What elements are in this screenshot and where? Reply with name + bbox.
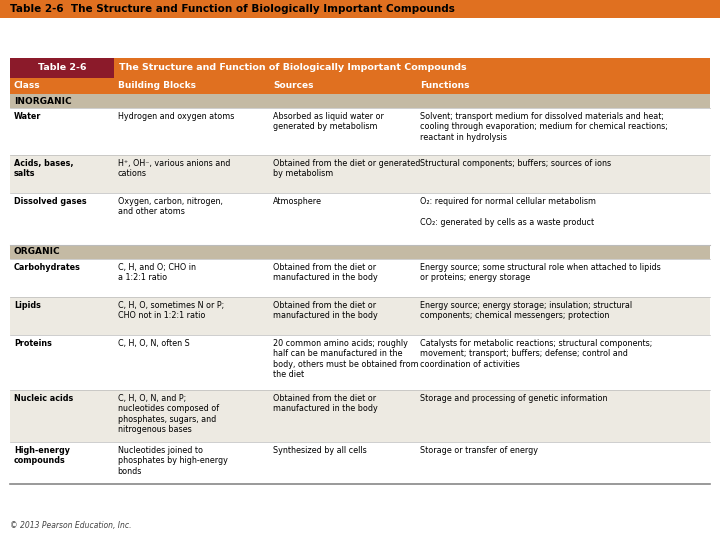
Bar	[10, 245, 710, 259]
Bar	[10, 94, 710, 108]
Text: Table 2-6: Table 2-6	[37, 64, 86, 72]
Text: Sources: Sources	[273, 82, 313, 91]
Text: Energy source; energy storage; insulation; structural
components; chemical messe: Energy source; energy storage; insulatio…	[420, 301, 632, 320]
Text: Carbohydrates: Carbohydrates	[14, 263, 81, 272]
Text: Water: Water	[14, 112, 41, 121]
Bar	[10, 78, 710, 94]
Text: Oxygen, carbon, nitrogen,
and other atoms: Oxygen, carbon, nitrogen, and other atom…	[117, 197, 222, 217]
Text: Absorbed as liquid water or
generated by metabolism: Absorbed as liquid water or generated by…	[273, 112, 384, 131]
Text: Obtained from the diet or
manufactured in the body: Obtained from the diet or manufactured i…	[273, 394, 378, 414]
Text: Obtained from the diet or
manufactured in the body: Obtained from the diet or manufactured i…	[273, 301, 378, 320]
Text: Building Blocks: Building Blocks	[117, 82, 196, 91]
Text: © 2013 Pearson Education, Inc.: © 2013 Pearson Education, Inc.	[10, 521, 132, 530]
Bar	[10, 155, 710, 193]
Text: The Structure and Function of Biologically Important Compounds: The Structure and Function of Biological…	[119, 64, 467, 72]
Text: H⁺, OH⁻, various anions and
cations: H⁺, OH⁻, various anions and cations	[117, 159, 230, 178]
Text: C, H, and O; CHO in
a 1:2:1 ratio: C, H, and O; CHO in a 1:2:1 ratio	[117, 263, 196, 282]
Bar	[10, 58, 114, 78]
Text: Lipids: Lipids	[14, 301, 41, 310]
Text: Hydrogen and oxygen atoms: Hydrogen and oxygen atoms	[117, 112, 234, 121]
Bar	[10, 335, 710, 390]
Bar	[10, 108, 710, 155]
Text: Dissolved gases: Dissolved gases	[14, 197, 86, 206]
Text: Structural components; buffers; sources of ions: Structural components; buffers; sources …	[420, 159, 611, 168]
Text: Energy source; some structural role when attached to lipids
or proteins; energy : Energy source; some structural role when…	[420, 263, 661, 282]
Text: Storage and processing of genetic information: Storage and processing of genetic inform…	[420, 394, 608, 403]
Bar	[10, 297, 710, 335]
Text: Solvent; transport medium for dissolved materials and heat;
cooling through evap: Solvent; transport medium for dissolved …	[420, 112, 668, 142]
Text: Nucleic acids: Nucleic acids	[14, 394, 73, 403]
Bar	[10, 193, 710, 245]
Text: C, H, O, N, and P;
nucleotides composed of
phosphates, sugars, and
nitrogenous b: C, H, O, N, and P; nucleotides composed …	[117, 394, 219, 434]
Bar	[10, 442, 710, 484]
Text: C, H, O, sometimes N or P;
CHO not in 1:2:1 ratio: C, H, O, sometimes N or P; CHO not in 1:…	[117, 301, 224, 320]
Text: Synthesized by all cells: Synthesized by all cells	[273, 446, 366, 455]
Text: Atmosphere: Atmosphere	[273, 197, 322, 206]
Bar	[10, 390, 710, 442]
Text: Nucleotides joined to
phosphates by high-energy
bonds: Nucleotides joined to phosphates by high…	[117, 446, 228, 476]
Text: Class: Class	[14, 82, 40, 91]
Text: Proteins: Proteins	[14, 339, 52, 348]
Text: Functions: Functions	[420, 82, 469, 91]
Text: Table 2-6  The Structure and Function of Biologically Important Compounds: Table 2-6 The Structure and Function of …	[10, 4, 455, 14]
Text: Obtained from the diet or
manufactured in the body: Obtained from the diet or manufactured i…	[273, 263, 378, 282]
Text: Storage or transfer of energy: Storage or transfer of energy	[420, 446, 538, 455]
Bar	[114, 58, 710, 78]
Bar	[10, 259, 710, 297]
Text: O₂: required for normal cellular metabolism

CO₂: generated by cells as a waste : O₂: required for normal cellular metabol…	[420, 197, 596, 227]
Text: Catalysts for metabolic reactions; structural components;
movement; transport; b: Catalysts for metabolic reactions; struc…	[420, 339, 652, 369]
Text: High-energy
compounds: High-energy compounds	[14, 446, 70, 465]
Text: 20 common amino acids; roughly
half can be manufactured in the
body, others must: 20 common amino acids; roughly half can …	[273, 339, 418, 379]
Text: Obtained from the diet or generated
by metabolism: Obtained from the diet or generated by m…	[273, 159, 420, 178]
Text: INORGANIC: INORGANIC	[14, 97, 71, 105]
Text: ORGANIC: ORGANIC	[14, 247, 60, 256]
Text: Acids, bases,
salts: Acids, bases, salts	[14, 159, 73, 178]
Bar	[0, 0, 720, 18]
Text: C, H, O, N, often S: C, H, O, N, often S	[117, 339, 189, 348]
